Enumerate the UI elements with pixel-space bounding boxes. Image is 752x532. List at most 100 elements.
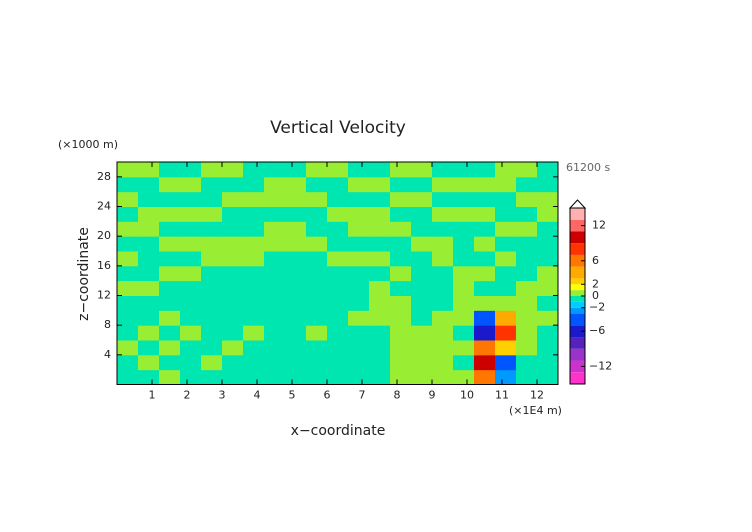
field-cell [327, 206, 349, 222]
field-cell [369, 295, 391, 311]
field-cell [390, 369, 412, 385]
field-cell [348, 251, 370, 267]
colorbar-band [570, 208, 585, 220]
field-cell [180, 236, 202, 252]
field-cell [390, 280, 412, 296]
field-cell [285, 191, 307, 207]
field-cell [537, 236, 559, 252]
field-cell [222, 265, 244, 282]
field-cell [474, 236, 496, 252]
field-cell [285, 236, 307, 252]
field-cell [369, 280, 391, 296]
field-cell [285, 162, 307, 178]
field-cell [369, 354, 391, 371]
x-tick-label: 6 [324, 389, 331, 402]
field-cell [390, 340, 412, 356]
field-cell [453, 162, 475, 178]
field-cell [453, 354, 475, 371]
field-cell [390, 221, 412, 237]
field-cell [264, 369, 286, 385]
field-cell [369, 265, 391, 282]
field-cell [474, 221, 496, 237]
field-cell [411, 325, 433, 341]
field-cell [285, 280, 307, 296]
field-cell [138, 310, 160, 326]
field-cell [201, 206, 223, 222]
field-cell [348, 191, 370, 207]
field-cell [369, 206, 391, 222]
field-cell [453, 206, 475, 222]
colorbar-band [570, 243, 585, 255]
field-cell [411, 221, 433, 237]
field-cell [495, 162, 517, 178]
field-cell [369, 176, 391, 193]
field-cell [453, 280, 475, 296]
y-tick-label: 16 [97, 259, 111, 272]
field-cell [411, 354, 433, 371]
field-cell [117, 340, 139, 356]
colorbar-tick-label: −2 [589, 301, 605, 314]
field-cell [201, 310, 223, 326]
field-cell [348, 221, 370, 237]
field-cell [432, 162, 454, 178]
colorbar-band [570, 266, 585, 279]
field-cell [201, 251, 223, 267]
field-cell [159, 251, 181, 267]
field-cell [117, 280, 139, 296]
field-cell [264, 295, 286, 311]
colorbar-band [570, 360, 585, 373]
field-cell [264, 265, 286, 282]
field-cell [495, 236, 517, 252]
field-cell [222, 221, 244, 237]
colorbar-tick-label: 0 [592, 289, 599, 302]
colorbar-band [570, 348, 585, 361]
field-cell [495, 265, 517, 282]
field-cell [348, 265, 370, 282]
field-cell [222, 176, 244, 193]
field-cell [495, 340, 517, 356]
field-cell [327, 162, 349, 178]
field-cell [264, 162, 286, 178]
field-cell [516, 325, 538, 341]
field-cell [537, 340, 559, 356]
y-tick-label: 4 [104, 348, 111, 361]
field-cell [159, 191, 181, 207]
field-cell [327, 310, 349, 326]
field-cell [180, 221, 202, 237]
field-cell [369, 325, 391, 341]
field-cell [222, 340, 244, 356]
field-cell [369, 236, 391, 252]
field-cell [243, 176, 265, 193]
field-cell [327, 176, 349, 193]
field-cell [243, 325, 265, 341]
field-cell [474, 369, 496, 385]
x-tick-label: 9 [429, 389, 436, 402]
field-cell [411, 236, 433, 252]
field-cell [348, 162, 370, 178]
field-cell [432, 354, 454, 371]
field-cell [285, 265, 307, 282]
field-cell [243, 369, 265, 385]
field-cell [243, 340, 265, 356]
field-cell [495, 176, 517, 193]
field [117, 162, 559, 385]
field-cell [201, 295, 223, 311]
field-cell [537, 176, 559, 193]
field-cell [474, 206, 496, 222]
field-cell [327, 295, 349, 311]
field-cell [117, 221, 139, 237]
field-cell [201, 265, 223, 282]
field-cell [264, 310, 286, 326]
field-cell [306, 280, 328, 296]
x-tick-label: 4 [254, 389, 261, 402]
field-cell [117, 191, 139, 207]
field-cell [432, 369, 454, 385]
field-cell [138, 369, 160, 385]
field-cell [117, 354, 139, 371]
x-tick-label: 11 [495, 389, 509, 402]
field-cell [474, 176, 496, 193]
field-cell [138, 236, 160, 252]
field-cell [390, 325, 412, 341]
